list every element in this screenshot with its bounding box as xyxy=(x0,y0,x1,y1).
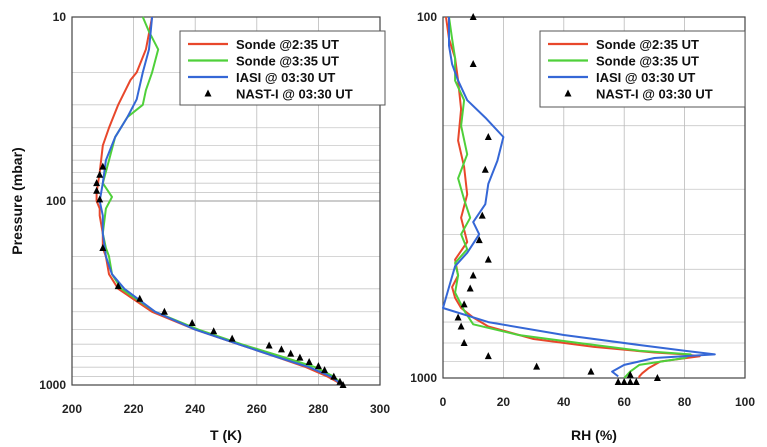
x-tick-label: 200 xyxy=(62,402,82,416)
data-point-nast-i-03-30-ut xyxy=(321,366,329,374)
x-tick-label: 240 xyxy=(185,402,205,416)
data-point-nast-i-03-30-ut xyxy=(626,370,634,378)
data-point-nast-i-03-30-ut xyxy=(475,236,483,244)
legend-label: IASI @ 03:30 UT xyxy=(596,70,695,85)
data-point-nast-i-03-30-ut xyxy=(99,162,107,170)
data-point-nast-i-03-30-ut xyxy=(478,211,486,219)
data-point-nast-i-03-30-ut xyxy=(228,334,236,342)
x-tick-label: 100 xyxy=(735,395,755,409)
y-tick-label: 10 xyxy=(53,10,67,24)
data-point-nast-i-03-30-ut xyxy=(277,345,285,353)
y-tick-label: 1000 xyxy=(39,378,66,392)
data-point-nast-i-03-30-ut xyxy=(287,349,295,357)
series-line-iasi-03-30-ut xyxy=(98,16,344,386)
data-point-nast-i-03-30-ut xyxy=(114,282,122,290)
data-point-nast-i-03-30-ut xyxy=(466,284,474,292)
data-point-nast-i-03-30-ut xyxy=(454,313,462,321)
x-axis-label: T (K) xyxy=(210,427,242,443)
data-point-nast-i-03-30-ut xyxy=(632,378,640,385)
x-tick-label: 280 xyxy=(308,402,328,416)
x-tick-label: 40 xyxy=(557,395,571,409)
y-tick-label: 100 xyxy=(417,10,437,24)
data-point-nast-i-03-30-ut xyxy=(481,165,489,173)
x-tick-label: 60 xyxy=(618,395,632,409)
data-point-nast-i-03-30-ut xyxy=(469,60,477,68)
data-point-nast-i-03-30-ut xyxy=(336,377,344,385)
data-point-nast-i-03-30-ut xyxy=(93,179,101,187)
x-tick-label: 0 xyxy=(440,395,447,409)
legend-label: Sonde @3:35 UT xyxy=(236,54,339,69)
legend-label: Sonde @2:35 UT xyxy=(236,37,339,52)
plot-frame xyxy=(442,16,746,379)
legend-label: IASI @ 03:30 UT xyxy=(236,70,335,85)
data-point-nast-i-03-30-ut xyxy=(296,353,304,361)
y-tick-label: 100 xyxy=(46,194,66,208)
data-point-nast-i-03-30-ut xyxy=(484,133,492,141)
series-line-iasi-03-30-ut xyxy=(442,17,716,378)
data-point-nast-i-03-30-ut xyxy=(653,374,661,381)
data-point-nast-i-03-30-ut xyxy=(460,300,468,308)
data-point-nast-i-03-30-ut xyxy=(614,378,622,385)
data-point-nast-i-03-30-ut xyxy=(136,294,144,302)
plot-frame xyxy=(71,16,381,386)
legend-marker xyxy=(564,89,572,97)
x-tick-label: 220 xyxy=(124,402,144,416)
legend-label: NAST-I @ 03:30 UT xyxy=(236,87,353,102)
x-axis-label: RH (%) xyxy=(571,427,617,443)
data-point-nast-i-03-30-ut xyxy=(160,307,168,315)
x-tick-label: 20 xyxy=(497,395,511,409)
data-point-nast-i-03-30-ut xyxy=(314,362,322,370)
data-point-nast-i-03-30-ut xyxy=(305,358,313,366)
series-line-sonde-3-35-ut xyxy=(101,16,344,386)
data-point-nast-i-03-30-ut xyxy=(469,13,477,20)
series-line-sonde-3-35-ut xyxy=(448,16,692,379)
data-point-nast-i-03-30-ut xyxy=(533,362,541,370)
data-point-nast-i-03-30-ut xyxy=(99,243,107,251)
data-point-nast-i-03-30-ut xyxy=(460,339,468,347)
data-point-nast-i-03-30-ut xyxy=(96,195,104,203)
data-point-nast-i-03-30-ut xyxy=(93,186,101,194)
data-point-nast-i-03-30-ut xyxy=(330,372,338,380)
y-axis-label: Pressure (mbar) xyxy=(9,147,25,254)
data-point-nast-i-03-30-ut xyxy=(626,378,634,385)
data-point-nast-i-03-30-ut xyxy=(210,327,218,335)
data-point-nast-i-03-30-ut xyxy=(620,378,628,385)
x-tick-label: 260 xyxy=(247,402,267,416)
data-point-nast-i-03-30-ut xyxy=(265,341,273,349)
data-point-nast-i-03-30-ut xyxy=(484,255,492,263)
legend-label: Sonde @2:35 UT xyxy=(596,37,699,52)
legend-label: Sonde @3:35 UT xyxy=(596,54,699,69)
legend-marker xyxy=(204,89,212,97)
data-point-nast-i-03-30-ut xyxy=(96,170,104,178)
data-point-nast-i-03-30-ut xyxy=(188,318,196,326)
humidity-panel: 0 20 40 60 80 100 100 1000 RH (%) Sonde @2:35 UT S… xyxy=(410,10,755,443)
temperature-panel: 200 220 240 260 280 300 10 100 1000 T (K) Pressure… xyxy=(9,10,390,443)
legend-label: NAST-I @ 03:30 UT xyxy=(596,87,713,102)
x-tick-label: 80 xyxy=(678,395,692,409)
y-tick-label: 1000 xyxy=(410,371,437,385)
data-point-nast-i-03-30-ut xyxy=(469,271,477,279)
data-point-nast-i-03-30-ut xyxy=(587,367,595,375)
x-tick-label: 300 xyxy=(370,402,390,416)
data-point-nast-i-03-30-ut xyxy=(457,322,465,330)
data-point-nast-i-03-30-ut xyxy=(484,352,492,360)
